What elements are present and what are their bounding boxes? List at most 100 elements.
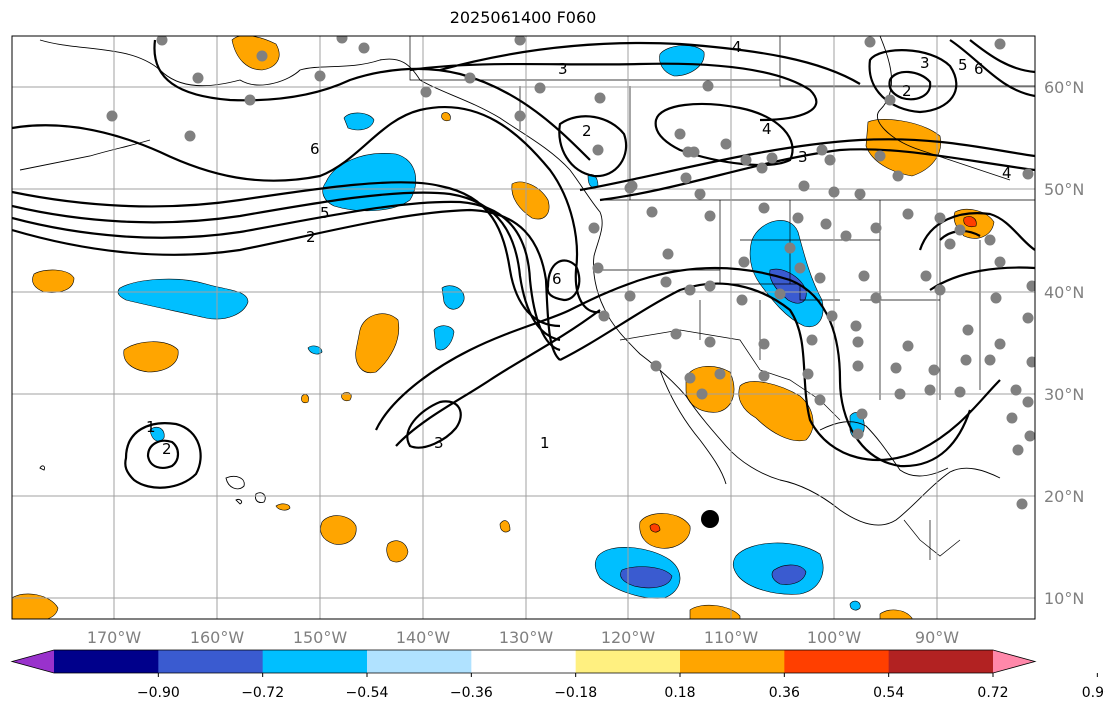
contour-label-3: 3	[434, 434, 444, 452]
station-dot	[854, 188, 866, 200]
station-dot	[1012, 444, 1024, 456]
map-layers: 1 1 2 2 2 2 3 3 3 3 4 4 4 5 5 6 6 6	[12, 36, 1035, 619]
station-dot	[650, 360, 662, 372]
station-dot	[960, 354, 972, 366]
station-dot	[962, 324, 974, 336]
lat-label-20: 20°N	[1044, 487, 1084, 506]
station-dot	[874, 150, 886, 162]
storm-marker	[701, 510, 719, 528]
station-dot	[758, 338, 770, 350]
colorbar-tick-label: −0.54	[346, 685, 389, 701]
station-dot	[358, 42, 370, 54]
contour-lines	[12, 39, 1035, 489]
station-dot	[662, 248, 674, 260]
station-dot	[592, 144, 604, 156]
contour-label-1: 1	[146, 418, 156, 436]
colorbar-extend-high	[993, 650, 1035, 673]
station-dot	[704, 210, 716, 222]
anomaly-fills	[12, 36, 995, 619]
map-frame	[11, 35, 1036, 620]
contour-label-2: 2	[162, 440, 172, 458]
colorbar-tick-label: −0.36	[450, 685, 493, 701]
station-dot	[684, 372, 696, 384]
station-dot	[1022, 168, 1034, 180]
station-dot	[870, 292, 882, 304]
station-dot	[592, 262, 604, 274]
station-dot	[814, 394, 826, 406]
station-dot	[244, 94, 256, 106]
station-dot	[840, 230, 852, 242]
station-dot	[802, 368, 814, 380]
station-dot	[1010, 384, 1022, 396]
station-dot	[702, 80, 714, 92]
station-dot	[624, 290, 636, 302]
station-dot	[674, 128, 686, 140]
lat-label-40: 40°N	[1044, 283, 1084, 302]
station-dot	[794, 262, 806, 274]
lon-label-130w: 130°W	[499, 628, 554, 647]
station-dot	[670, 328, 682, 340]
station-dot	[828, 186, 840, 198]
contour-label-group: 1 1 2 2 2 2 3 3 3 3 4 4 4 5 5 6 6 6	[146, 38, 1012, 458]
station-dot	[864, 36, 876, 48]
station-dot	[858, 270, 870, 282]
station-dot	[514, 36, 526, 46]
colorbar-segment	[262, 650, 368, 673]
colorbar-segment	[54, 650, 159, 673]
contour-label-6: 6	[552, 270, 562, 288]
station-dot	[798, 180, 810, 192]
station-dot	[994, 338, 1006, 350]
colorbar-segment	[888, 650, 994, 673]
station-dot	[990, 292, 1002, 304]
station-dot	[420, 86, 432, 98]
station-dot	[594, 92, 606, 104]
colorbar-tick-label: −0.18	[554, 685, 597, 701]
station-dot	[740, 154, 752, 166]
lon-label-160w: 160°W	[190, 628, 245, 647]
lat-label-10: 10°N	[1044, 589, 1084, 608]
station-dot	[924, 384, 936, 396]
station-dot	[850, 320, 862, 332]
station-dot	[766, 152, 778, 164]
station-dot	[680, 172, 692, 184]
station-dot	[758, 370, 770, 382]
station-dot	[704, 280, 716, 292]
station-dot	[902, 208, 914, 220]
station-dot	[954, 224, 966, 236]
colorbar-tick-label: 0.72	[977, 685, 1008, 701]
colorbar-segment	[680, 650, 785, 673]
station-dot	[1016, 498, 1028, 510]
station-dot	[660, 276, 672, 288]
station-dot	[824, 154, 836, 166]
station-dot	[714, 368, 726, 380]
station-dot	[684, 284, 696, 296]
contour-label-6: 6	[974, 60, 984, 78]
station-dot	[852, 336, 864, 348]
station-dot	[1024, 430, 1035, 442]
colorbar-segment	[367, 650, 472, 673]
station-dot	[694, 188, 706, 200]
station-dot	[598, 310, 610, 322]
lat-label-60: 60°N	[1044, 78, 1084, 97]
station-dot	[934, 284, 946, 296]
lon-label-90w: 90°W	[915, 628, 959, 647]
station-dot	[758, 202, 770, 214]
colorbar	[10, 649, 1037, 674]
station-dot	[984, 354, 996, 366]
station-dot	[792, 212, 804, 224]
coastlines	[19, 36, 1035, 560]
lon-label-150w: 150°W	[293, 628, 348, 647]
station-dot	[902, 340, 914, 352]
lon-label-100w: 100°W	[807, 628, 862, 647]
station-dot	[192, 72, 204, 84]
station-dot	[534, 82, 546, 94]
lon-label-170w: 170°W	[87, 628, 142, 647]
station-dot	[738, 256, 750, 268]
colorbar-tick-label: 0.54	[873, 685, 904, 701]
contour-label-5: 5	[320, 204, 330, 222]
contour-label-3: 3	[558, 60, 568, 78]
station-dot	[256, 50, 268, 62]
station-dot	[1006, 412, 1018, 424]
station-dot	[814, 272, 826, 284]
